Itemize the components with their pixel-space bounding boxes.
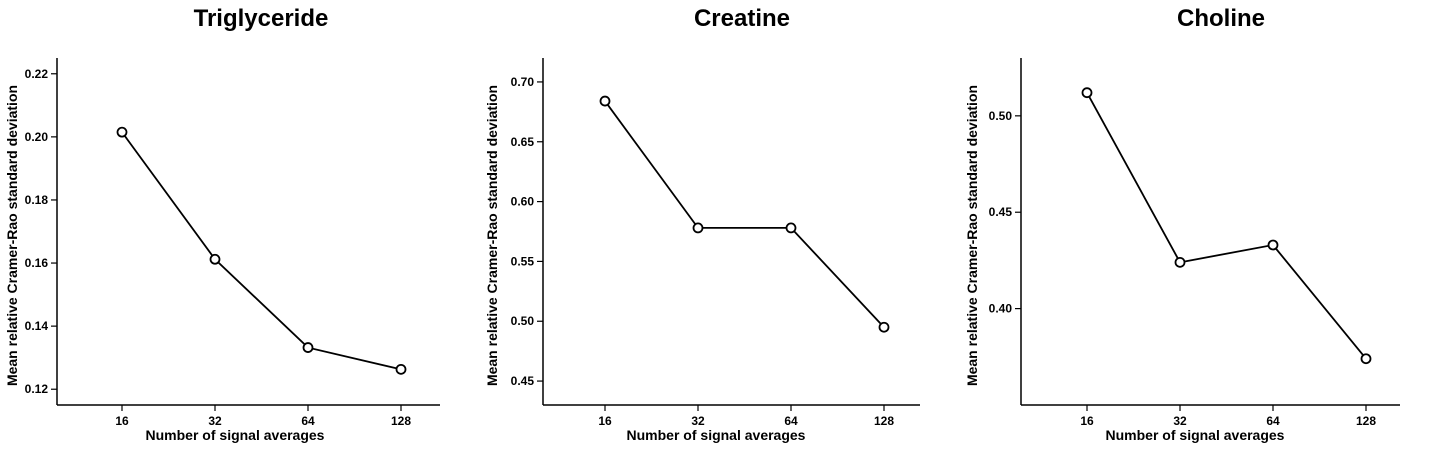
y-tick-label: 0.45: [511, 374, 535, 388]
x-tick-label: 128: [874, 414, 894, 428]
x-axis-label: Number of signal averages: [1106, 427, 1285, 443]
data-point: [395, 363, 407, 375]
data-point: [209, 253, 221, 265]
x-axis-label: Number of signal averages: [627, 427, 806, 443]
y-tick-label: 0.12: [25, 382, 49, 396]
y-tick-label: 0.14: [25, 319, 49, 333]
x-axis-label: Number of signal averages: [146, 427, 325, 443]
x-tick-label: 32: [1173, 414, 1187, 428]
data-point: [692, 222, 704, 234]
chart-panel-choline: Choline 0.40 0.45 0.50 16 32 64 128 Number of si…: [960, 0, 1439, 450]
y-tick-label: 0.45: [989, 205, 1013, 219]
data-point: [785, 222, 797, 234]
x-tick-label: 16: [115, 414, 129, 428]
x-tick-label: 32: [691, 414, 705, 428]
y-tick-label: 0.60: [511, 195, 535, 209]
series-line: [604, 100, 885, 328]
data-point: [599, 95, 611, 107]
x-tick-label: 64: [301, 414, 315, 428]
x-tick-label: 16: [1080, 414, 1094, 428]
y-axis-label: Mean relative Cramer-Rao standard deviat…: [964, 85, 980, 386]
data-point: [302, 342, 314, 353]
y-axis-label: Mean relative Cramer-Rao standard deviat…: [4, 85, 20, 386]
chart-title: Creatine: [694, 5, 790, 32]
y-tick-label: 0.22: [25, 67, 49, 81]
data-point: [1360, 353, 1372, 365]
data-point: [1267, 239, 1279, 251]
y-tick-label: 0.40: [989, 302, 1013, 316]
y-tick-label: 0.50: [511, 314, 535, 328]
chart-panel-triglyceride: Triglyceride 0.12 0.14 0.16 0.18 0.20 0.22 16 32…: [0, 0, 480, 450]
x-tick-label: 128: [391, 414, 411, 428]
data-point: [1081, 87, 1093, 99]
chart-title: Choline: [1177, 5, 1265, 32]
y-tick-label: 0.50: [989, 109, 1013, 123]
data-point: [116, 126, 128, 138]
y-tick-label: 0.55: [511, 254, 535, 268]
series-line: [121, 131, 402, 371]
chart-creatine: Creatine 0.45 0.50 0.55 0.60 0.65 0.70 16 32 64 12…: [484, 5, 920, 443]
chart-title: Triglyceride: [194, 5, 329, 32]
data-point: [878, 321, 890, 333]
x-tick-label: 16: [598, 414, 612, 428]
chart-triglyceride: Triglyceride 0.12 0.14 0.16 0.18 0.20 0.22 16 32…: [4, 5, 440, 443]
y-tick-label: 0.18: [25, 193, 49, 207]
series-line: [1086, 92, 1367, 360]
x-tick-label: 128: [1356, 414, 1376, 428]
x-tick-label: 32: [208, 414, 222, 428]
x-tick-label: 64: [1266, 414, 1280, 428]
y-axis-label: Mean relative Cramer-Rao standard deviat…: [484, 85, 500, 386]
chart-panel-creatine: Creatine 0.45 0.50 0.55 0.60 0.65 0.70 16 32 64 12…: [480, 0, 960, 450]
y-tick-label: 0.16: [25, 256, 49, 270]
y-tick-label: 0.65: [511, 135, 535, 149]
y-tick-label: 0.70: [511, 75, 535, 89]
y-tick-label: 0.20: [25, 130, 49, 144]
x-tick-label: 64: [784, 414, 798, 428]
chart-choline: Choline 0.40 0.45 0.50 16 32 64 128 Number of si…: [964, 5, 1400, 443]
data-point: [1174, 256, 1186, 268]
